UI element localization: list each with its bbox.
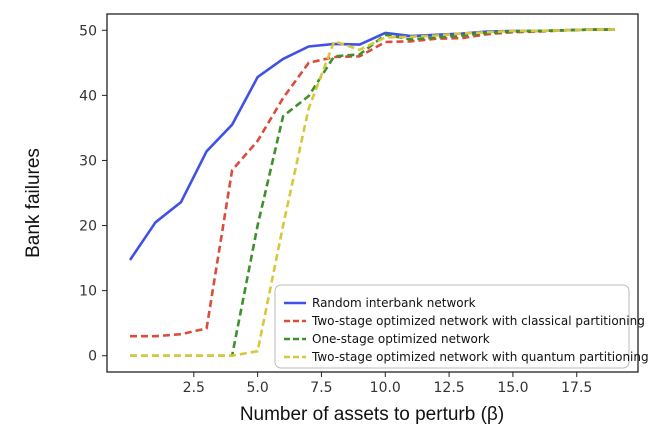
series-line-random-interbank-network bbox=[128, 28, 615, 261]
x-axis-label: Number of assets to perturb (β) bbox=[240, 404, 504, 425]
legend-label-one-stage-optimized-network: One-stage optimized network bbox=[312, 332, 490, 346]
x-tick-label: 2.5 bbox=[183, 380, 205, 396]
legend-label-two-stage-optimized-network-with-classical-partitioning: Two-stage optimized network with classic… bbox=[311, 314, 645, 328]
x-tick-label: 10.0 bbox=[370, 380, 401, 396]
y-tick-label: 20 bbox=[79, 219, 97, 235]
y-tick-label: 0 bbox=[88, 349, 97, 365]
plot-frame bbox=[106, 13, 639, 373]
legend-label-two-stage-optimized-network-with-quantum-partitioning: Two-stage optimized network with quantum… bbox=[311, 350, 649, 364]
y-tick-label: 30 bbox=[79, 153, 97, 169]
y-axis-label: Bank failures bbox=[23, 148, 44, 258]
legend-box bbox=[274, 284, 630, 369]
x-axis-ticks: 2.5 5.0 7.5 10.0 12.5 15.0 17.5 bbox=[183, 372, 592, 396]
y-tick-label: 50 bbox=[79, 23, 97, 39]
legend-label-random-interbank-network: Random interbank network bbox=[312, 296, 476, 310]
x-tick-label: 5.0 bbox=[246, 380, 268, 396]
x-tick-label: 15.0 bbox=[497, 380, 528, 396]
legend: Random interbank network Two-stage optimi… bbox=[274, 284, 649, 369]
series-line-two-stage-optimized-network-with-quantum-partitioning bbox=[130, 28, 615, 358]
plot-lines bbox=[128, 28, 615, 358]
y-axis-ticks: 0 10 20 30 40 50 bbox=[79, 23, 107, 365]
x-tick-label: 7.5 bbox=[310, 380, 332, 396]
y-tick-label: 10 bbox=[79, 284, 97, 300]
x-tick-label: 17.5 bbox=[561, 380, 592, 396]
y-tick-label: 40 bbox=[79, 88, 97, 104]
x-tick-label: 12.5 bbox=[434, 380, 465, 396]
